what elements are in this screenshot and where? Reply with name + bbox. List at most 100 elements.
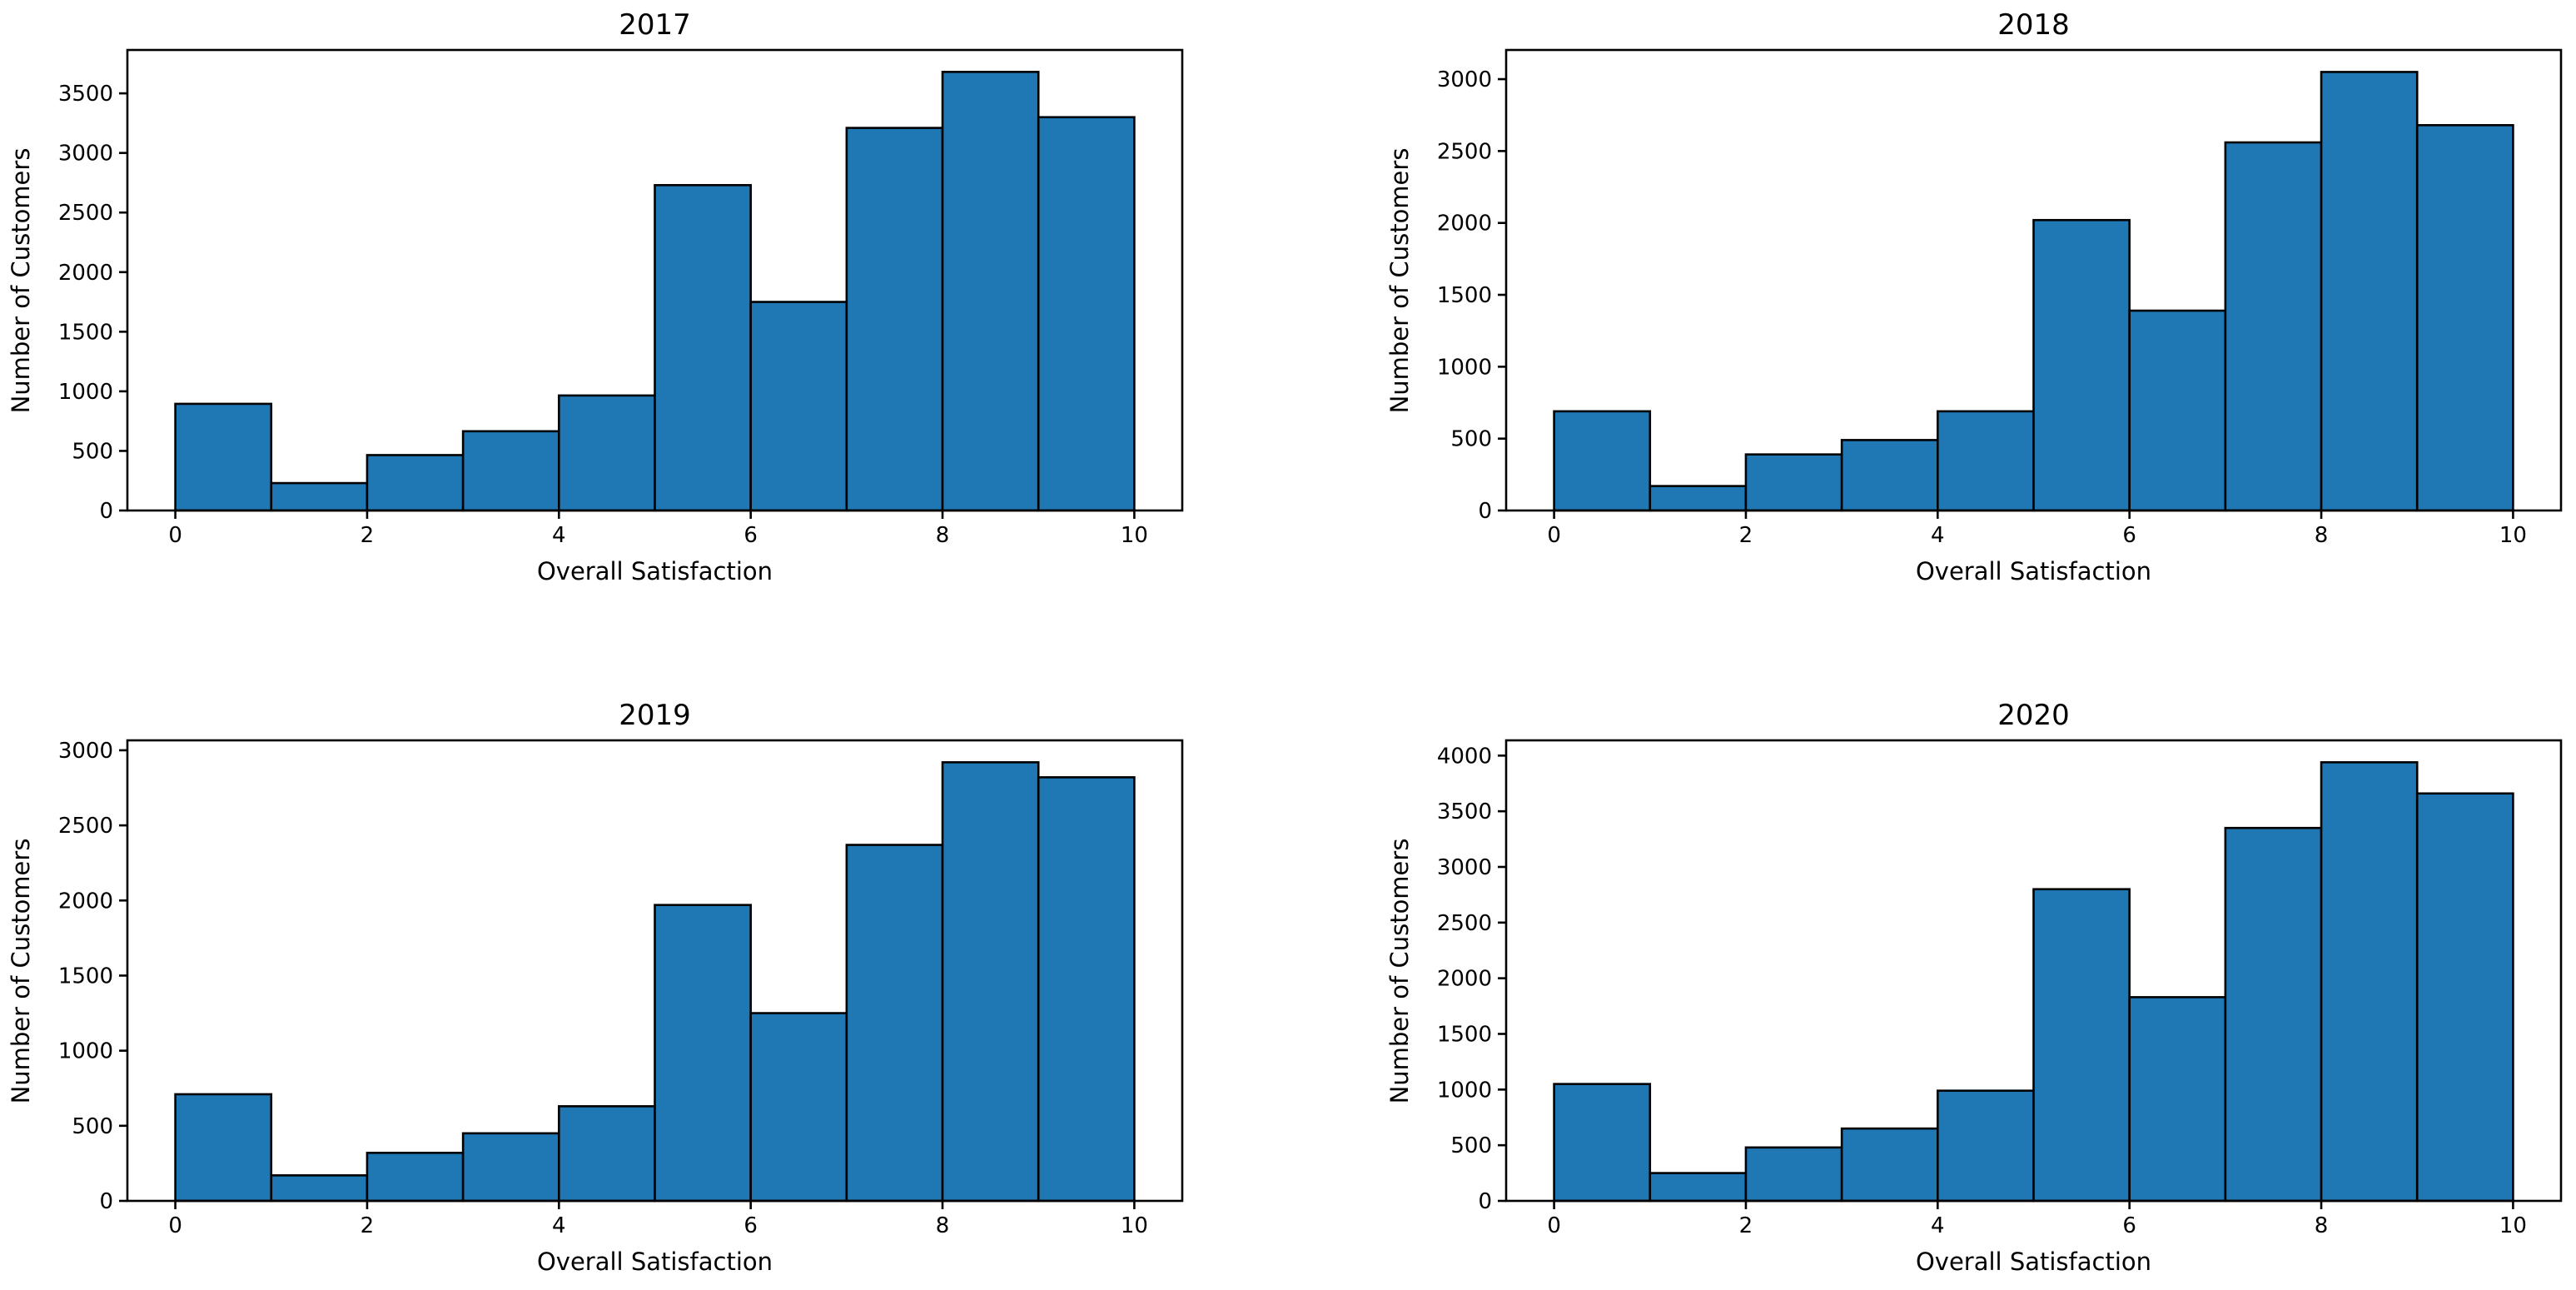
histogram-bar — [461, 430, 560, 512]
x-tick-label: 0 — [168, 523, 182, 548]
y-tick-label: 0 — [1478, 499, 1492, 524]
histogram-bar — [270, 1174, 369, 1203]
histogram-bar — [2032, 218, 2131, 512]
y-axis-label-2018: Number of Customers — [1385, 147, 1414, 413]
x-tick-label: 0 — [1547, 523, 1561, 548]
histogram-bar — [1553, 410, 1652, 512]
x-tick-label: 8 — [2315, 1213, 2329, 1238]
y-tick-label: 2500 — [58, 814, 113, 839]
histogram-bar — [1649, 1172, 1748, 1203]
y-tick-label: 2000 — [58, 889, 113, 914]
chart-title-2017: 2017 — [619, 8, 691, 42]
y-axis-label-2017: Number of Customers — [7, 147, 35, 413]
y-tick-label: 2000 — [1437, 212, 1492, 237]
x-tick-label: 6 — [743, 1213, 758, 1238]
y-tick-label: 3000 — [58, 142, 113, 167]
axes-spines — [126, 739, 1184, 1203]
histogram-bar — [654, 183, 752, 512]
x-tick-label: 8 — [936, 523, 950, 548]
histogram-bar — [174, 402, 273, 512]
y-tick-label: 1000 — [1437, 355, 1492, 380]
y-tick-label: 2500 — [58, 201, 113, 226]
y-tick-label: 3000 — [58, 739, 113, 764]
histogram-bar — [2320, 761, 2419, 1203]
histogram-plot-2019: 0 2 4 6 8 10 0 500 1000 1500 2000 2500 3000 — [58, 739, 1184, 1238]
histogram-bar — [174, 1093, 273, 1203]
y-tick-label: 0 — [99, 499, 113, 524]
panel-2019: 0 2 4 6 8 10 0 500 1000 1500 2000 2500 3000 2019 Num… — [0, 645, 1288, 1290]
y-axis-label-2020: Number of Customers — [1385, 838, 1414, 1103]
histogram-bar — [270, 481, 369, 512]
y-tick-label: 500 — [72, 439, 113, 464]
axes-spines — [1504, 739, 2563, 1203]
histogram-bar — [1553, 1083, 1652, 1203]
x-tick-label: 2 — [1739, 1213, 1753, 1238]
x-tick-label: 4 — [1931, 523, 1945, 548]
histogram-plot-2018: 0 2 4 6 8 10 0 500 1000 1500 2000 2500 3000 — [1437, 48, 2563, 548]
y-axis-label-2019: Number of Customers — [7, 838, 35, 1103]
axes-spines — [126, 48, 1184, 512]
histogram-bar — [461, 1132, 560, 1203]
y-tick-label: 0 — [99, 1189, 113, 1214]
chart-title-2019: 2019 — [619, 699, 691, 732]
y-tick-label: 2000 — [1437, 967, 1492, 992]
chart-title-2018: 2018 — [1997, 8, 2070, 42]
histogram-bar — [2224, 826, 2323, 1203]
x-tick-label: 2 — [361, 1213, 375, 1238]
x-tick-label: 2 — [1739, 523, 1753, 548]
chart-title-2020: 2020 — [1997, 699, 2070, 732]
histogram-bar — [558, 1105, 656, 1203]
histogram-bar — [2415, 792, 2514, 1203]
x-axis-label-2019: Overall Satisfaction — [536, 1248, 773, 1276]
histogram-bar — [1744, 453, 1843, 512]
histogram-bar — [1037, 776, 1136, 1203]
y-tick-label: 1500 — [58, 320, 113, 345]
histogram-bar — [366, 454, 465, 512]
histogram-bar — [654, 904, 752, 1203]
y-tick-label: 2500 — [1437, 139, 1492, 164]
x-axis-label-2018: Overall Satisfaction — [1915, 557, 2152, 585]
x-tick-label: 6 — [743, 523, 758, 548]
histogram-bar — [941, 71, 1040, 512]
histogram-bar — [749, 301, 848, 512]
y-tick-label: 4000 — [1437, 744, 1492, 769]
y-tick-label: 1000 — [1437, 1078, 1492, 1103]
x-tick-label: 4 — [552, 523, 566, 548]
y-tick-label: 2500 — [1437, 911, 1492, 936]
panel-2020: 0 2 4 6 8 10 0 500 1000 1500 2000 2500 3000 3500 4000 … — [1288, 645, 2576, 1290]
x-axis-label-2017: Overall Satisfaction — [536, 557, 773, 585]
x-tick-label: 6 — [2122, 523, 2136, 548]
y-tick-label: 3000 — [1437, 67, 1492, 92]
histogram-bar — [941, 761, 1040, 1203]
histogram-bar — [1744, 1146, 1843, 1203]
y-tick-label: 1500 — [58, 964, 113, 989]
panel-2018: 0 2 4 6 8 10 0 500 1000 1500 2000 2500 3000 2018 Num… — [1288, 0, 2576, 645]
y-tick-label: 2000 — [58, 261, 113, 286]
histogram-bar — [2128, 996, 2227, 1203]
y-tick-label: 1500 — [1437, 1022, 1492, 1047]
x-tick-label: 8 — [2315, 523, 2329, 548]
y-tick-label: 1000 — [58, 1039, 113, 1064]
x-axis-label-2020: Overall Satisfaction — [1915, 1248, 2152, 1276]
y-tick-label: 1000 — [58, 380, 113, 405]
y-tick-label: 1500 — [1437, 283, 1492, 308]
histogram-bar — [366, 1151, 465, 1203]
histogram-bar — [845, 844, 944, 1203]
y-tick-label: 500 — [1450, 1133, 1492, 1158]
y-tick-label: 500 — [72, 1114, 113, 1139]
y-tick-label: 0 — [1478, 1189, 1492, 1214]
x-tick-label: 10 — [2499, 1213, 2527, 1238]
histogram-bar — [2224, 141, 2323, 512]
y-tick-label: 3500 — [1437, 799, 1492, 824]
histogram-bar — [2320, 71, 2419, 512]
panel-2017: 0 2 4 6 8 10 0 500 1000 1500 2000 2500 3000 3500 2017… — [0, 0, 1288, 645]
histogram-plot-2017: 0 2 4 6 8 10 0 500 1000 1500 2000 2500 3000 3500 — [58, 48, 1184, 548]
histogram-bar — [749, 1012, 848, 1203]
x-tick-label: 10 — [2499, 523, 2527, 548]
x-tick-label: 4 — [552, 1213, 566, 1238]
x-tick-label: 0 — [1547, 1213, 1561, 1238]
x-tick-label: 0 — [168, 1213, 182, 1238]
y-tick-label: 3500 — [58, 82, 113, 107]
y-tick-label: 3000 — [1437, 855, 1492, 880]
